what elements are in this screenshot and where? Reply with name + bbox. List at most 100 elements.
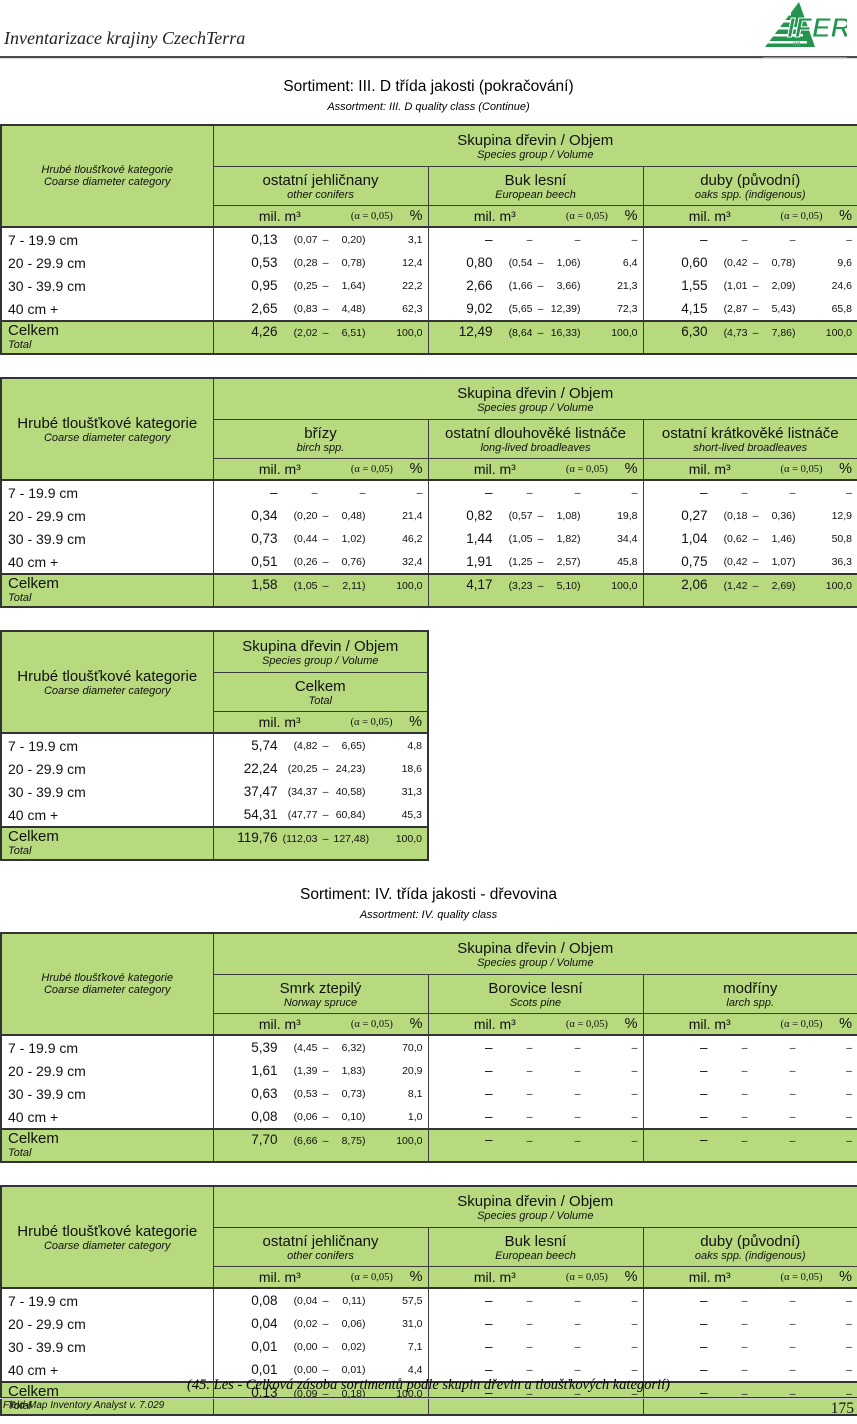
cell-flex: – – – –: [644, 481, 857, 504]
species-group-label-cs: Skupina dřevin / Objem: [242, 637, 399, 655]
volume-cell: 2,65 (0,83–4,48) 62,3: [212, 297, 428, 321]
ci-low: (0,00: [293, 1363, 318, 1376]
unit-volume-label: mil. m³: [688, 1016, 731, 1032]
ci-low: –: [741, 1135, 748, 1147]
percent-value: 12,9: [831, 509, 853, 522]
ci-dash: –: [752, 327, 759, 339]
ci-dash: –: [322, 327, 329, 339]
total-volume-cell: 4,26 (2,02–6,51) 100,0: [212, 320, 428, 354]
table-row: 30 - 39.9 cm 0,95 (0,25–1,64) 22,2 2,66 (1,66…: [1, 274, 857, 297]
cell-flex: 22,24 (20,25–24,23) 18,6: [214, 757, 428, 780]
table-row: 7 - 19.9 cm – – – – – – – – – – – –: [1, 480, 857, 504]
species-group-volume-header: Skupina dřevin / Objem Species group / Vo…: [213, 933, 857, 975]
unit-alpha-label: (α = 0,05): [350, 463, 393, 475]
ci-high: –: [574, 1110, 581, 1123]
total-label-en: Total: [8, 1147, 32, 1159]
cell-flex: – – – –: [644, 1130, 857, 1161]
percent-value: 31,3: [401, 785, 422, 798]
cell-flex: 0,73 (0,44–1,02) 46,2: [214, 527, 428, 550]
species-group-volume-header: Skupina dřevin / Objem Species group / Vo…: [213, 378, 857, 420]
ci-low: (0,00: [293, 1340, 318, 1353]
units-header-row: mil. m³ (α = 0,05)% mil. m³ (α = 0,05)% mil.…: [1, 205, 857, 228]
percent-value: –: [846, 1317, 853, 1330]
ci-high: 40,58): [335, 785, 366, 798]
ci-low: (0,42: [723, 555, 748, 568]
cell-flex: – – – –: [644, 1082, 857, 1105]
ci-low: (1,39: [293, 1064, 318, 1077]
units-header: mil. m³ (α = 0,05)%: [427, 205, 643, 228]
volume-value: 37,47: [243, 784, 278, 799]
volume-value: –: [699, 1293, 708, 1308]
units-flex: mil. m³ (α = 0,05)%: [644, 461, 857, 477]
cell-flex: – – – –: [644, 1036, 857, 1059]
ci-dash: –: [322, 279, 329, 292]
ci-high: 0,20): [341, 233, 366, 246]
volume-cell: – – – –: [642, 1312, 857, 1335]
volume-cell: 5,74 (4,82–6,65) 4,8: [212, 733, 428, 757]
ci-high: 2,09): [771, 279, 796, 292]
ci-low: –: [526, 1317, 533, 1330]
volume-value: –: [484, 1339, 493, 1354]
cell-flex: 0,63 (0,53–0,73) 8,1: [214, 1082, 428, 1105]
ci-high: 0,78): [771, 256, 796, 269]
volume-value: 6,30: [681, 324, 708, 339]
units-header-row: mil. m³ (α = 0,05)% mil. m³ (α = 0,05)% mil.…: [1, 1266, 857, 1289]
unit-alpha-label: (α = 0,05): [780, 463, 823, 475]
volume-value: –: [484, 1109, 493, 1124]
species-name-cs: duby (původní): [700, 1232, 801, 1250]
ci-low: –: [526, 1135, 533, 1147]
volume-value: –: [484, 1063, 493, 1078]
total-label-cs: Celkem: [8, 1383, 59, 1400]
volume-cell: – – – –: [642, 1358, 857, 1382]
total-label-en: Total: [8, 592, 32, 604]
diameter-row-label: 7 - 19.9 cm: [1, 227, 213, 251]
table-head: Hrubé tloušťkové kategorie Coarse diamete…: [1, 631, 428, 734]
page-footer: (45. Les - Celková zásoba sortimentů pod…: [0, 1377, 857, 1418]
table-row: 40 cm +2,65 (0,83–4,48) 62,3 9,02 (5,65–12,3…: [1, 297, 857, 321]
units-header-row: mil. m³ (α = 0,05)% mil. m³ (α = 0,05)% mil.…: [1, 458, 857, 481]
percent-value: –: [631, 1340, 638, 1353]
volume-value: 0,27: [681, 508, 708, 523]
unit-percent-label: %: [839, 1269, 853, 1285]
ci-low: (8,64: [508, 327, 533, 339]
unit-percent-label: %: [409, 1269, 423, 1285]
ci-low: (5,65: [508, 302, 533, 315]
cell-flex: 9,02 (5,65–12,39) 72,3: [429, 297, 643, 320]
units-flex: mil. m³ (α = 0,05)%: [214, 1269, 428, 1285]
species-header: modříny larch spp.: [642, 974, 857, 1014]
sortiment-table: Hrubé tloušťkové kategorie Coarse diamete…: [0, 630, 429, 861]
volume-value: 22,24: [243, 761, 278, 776]
percent-value: 100,0: [395, 833, 422, 845]
unit-volume-label: mil. m³: [258, 208, 301, 224]
ci-dash: –: [322, 1135, 329, 1147]
ci-dash: [748, 1130, 764, 1134]
diameter-category-label-cs: Hrubé tloušťkové kategorie: [41, 164, 174, 176]
unit-alpha-label: (α = 0,05): [350, 1271, 393, 1283]
ci-high: 8,75): [341, 1135, 366, 1147]
unit-alpha-label: (α = 0,05): [565, 1018, 608, 1030]
ci-low: –: [526, 1340, 533, 1353]
diameter-category-label-cs: Hrubé tloušťkové kategorie: [17, 414, 198, 432]
ci-low: (1,01: [723, 279, 748, 292]
ci-low: (20,25: [287, 762, 318, 775]
ci-high: –: [574, 1363, 581, 1376]
ci-low: (0,42: [723, 256, 748, 269]
section-title-2: Sortiment: IV. třída jakosti - dřevovina: [299, 886, 557, 903]
species-name-en: long-lived broadleaves: [480, 441, 591, 454]
ci-low: –: [526, 1388, 533, 1400]
table-row: 40 cm +0,01 (0,00–0,01) 4,4– – – – – – – –: [1, 1358, 857, 1382]
ci-low: (0,57: [508, 509, 533, 522]
ci-dash: –: [537, 509, 544, 522]
percent-value: –: [631, 1135, 638, 1147]
ci-low: –: [741, 1363, 748, 1376]
species-group-label-en: Species group / Volume: [477, 401, 594, 414]
table-row: 7 - 19.9 cm 5,74 (4,82–6,65) 4,8: [1, 733, 428, 757]
volume-cell: 0,63 (0,53–0,73) 8,1: [212, 1082, 428, 1105]
cell-flex: 1,58 (1,05– 2,11) 100,0: [214, 575, 428, 606]
species-header: ostatní jehličnany other conifers: [212, 166, 428, 206]
species-name-cs: Smrk ztepilý: [279, 979, 362, 997]
cell-flex: 1,04 (0,62–1,46) 50,8: [644, 527, 857, 550]
ci-high: 3,66): [556, 279, 581, 292]
percent-value: 45,3: [401, 808, 422, 821]
